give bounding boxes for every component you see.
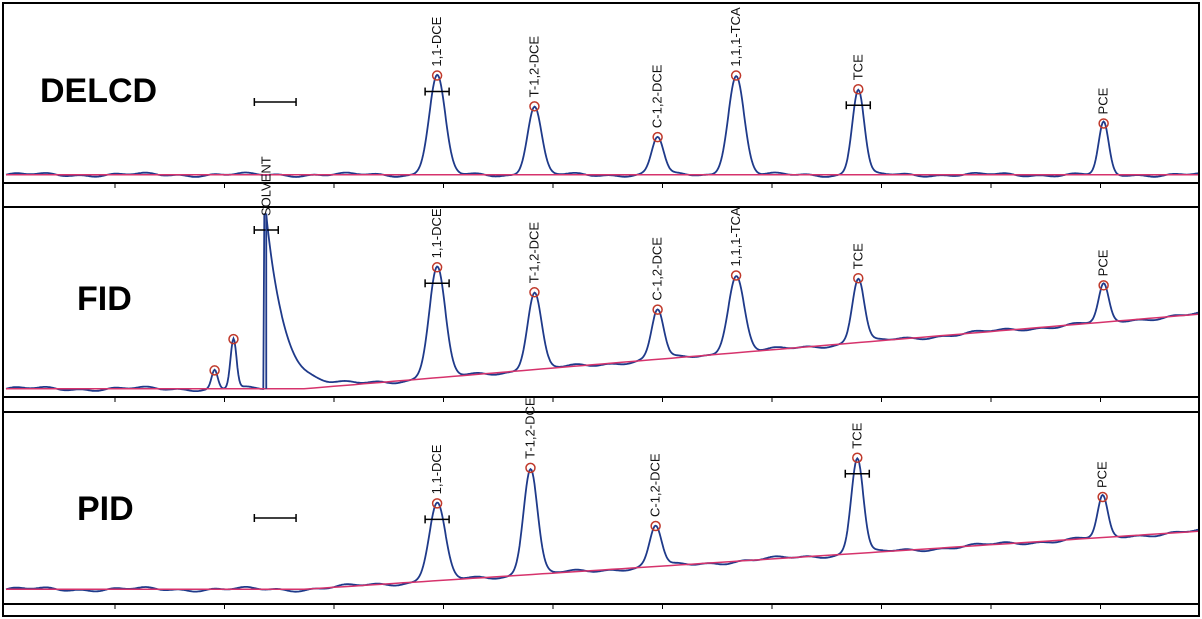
peak-label: C-1,2-DCE — [650, 237, 665, 301]
peak-label: PCE — [1096, 87, 1111, 114]
peak-label: TCE — [850, 54, 865, 80]
panel-label-delcd: DELCD — [40, 72, 157, 110]
panel-fid: FID — [77, 280, 132, 318]
peak-label: TCE — [850, 243, 865, 269]
signal-trace — [5, 73, 1199, 178]
peak-marker — [209, 365, 220, 376]
peak-label: PCE — [1095, 461, 1110, 488]
peak-marker — [529, 101, 540, 112]
peak-label: 1,1-DCE — [429, 444, 444, 494]
signal-trace — [5, 456, 1199, 593]
baseline-line — [6, 530, 1199, 591]
peak-label: PCE — [1096, 249, 1111, 276]
peak-marker — [431, 498, 443, 509]
baseline-line — [6, 313, 1199, 390]
peak-marker — [525, 462, 536, 474]
peak-label: C-1,2-DCE — [648, 453, 663, 517]
peak-marker — [650, 520, 661, 532]
peak-label: 1,1-DCE — [429, 16, 444, 66]
peak-label: T-1,2-DCE — [526, 222, 541, 284]
peak-marker — [1098, 280, 1109, 291]
peak-label: SOLVENT — [258, 156, 273, 216]
peak-marker — [730, 70, 742, 81]
panel-label-fid: FID — [77, 280, 132, 318]
peak-marker — [1098, 118, 1109, 129]
peak-marker — [730, 270, 742, 281]
panel-pid: PID — [77, 490, 134, 528]
peak-marker — [652, 131, 663, 143]
peak-label: 1,1,1-TCA — [728, 207, 743, 267]
chromatogram-fid: SOLVENT 1,1-DCE T-1,2-DCE C-1,2-DCE 1,1,1-TC… — [3, 156, 1199, 402]
peak-label: C-1,2-DCE — [650, 64, 665, 128]
chromatogram-pid: 1,1-DCE T-1,2-DCE C-1,2-DCE TCE PCE — [3, 397, 1199, 609]
peak-label: TCE — [849, 422, 864, 448]
panel-label-pid: PID — [77, 490, 134, 528]
peak-marker — [852, 452, 863, 463]
peak-marker — [431, 70, 443, 81]
peak-marker — [853, 272, 864, 284]
plot-layer: 1,1-DCE T-1,2-DCE C-1,2-DCE 1,1,1-TCA TCE PCE… — [3, 7, 1199, 609]
peak-marker — [853, 83, 864, 95]
peak-label: 1,1-DCE — [429, 208, 444, 258]
peak-marker — [529, 287, 540, 298]
signal-trace — [5, 213, 1199, 392]
peak-marker — [431, 262, 443, 273]
chromatogram-delcd: 1,1-DCE T-1,2-DCE C-1,2-DCE 1,1,1-TCA TCE PCE — [3, 7, 1199, 188]
panel-delcd: DELCD — [40, 72, 157, 110]
peak-marker — [652, 304, 663, 315]
peak-label: T-1,2-DCE — [526, 36, 541, 98]
peak-marker — [1097, 491, 1108, 503]
peak-label: T-1,2-DCE — [522, 397, 537, 459]
peak-label: 1,1,1-TCA — [728, 7, 743, 67]
peak-marker — [228, 333, 239, 345]
